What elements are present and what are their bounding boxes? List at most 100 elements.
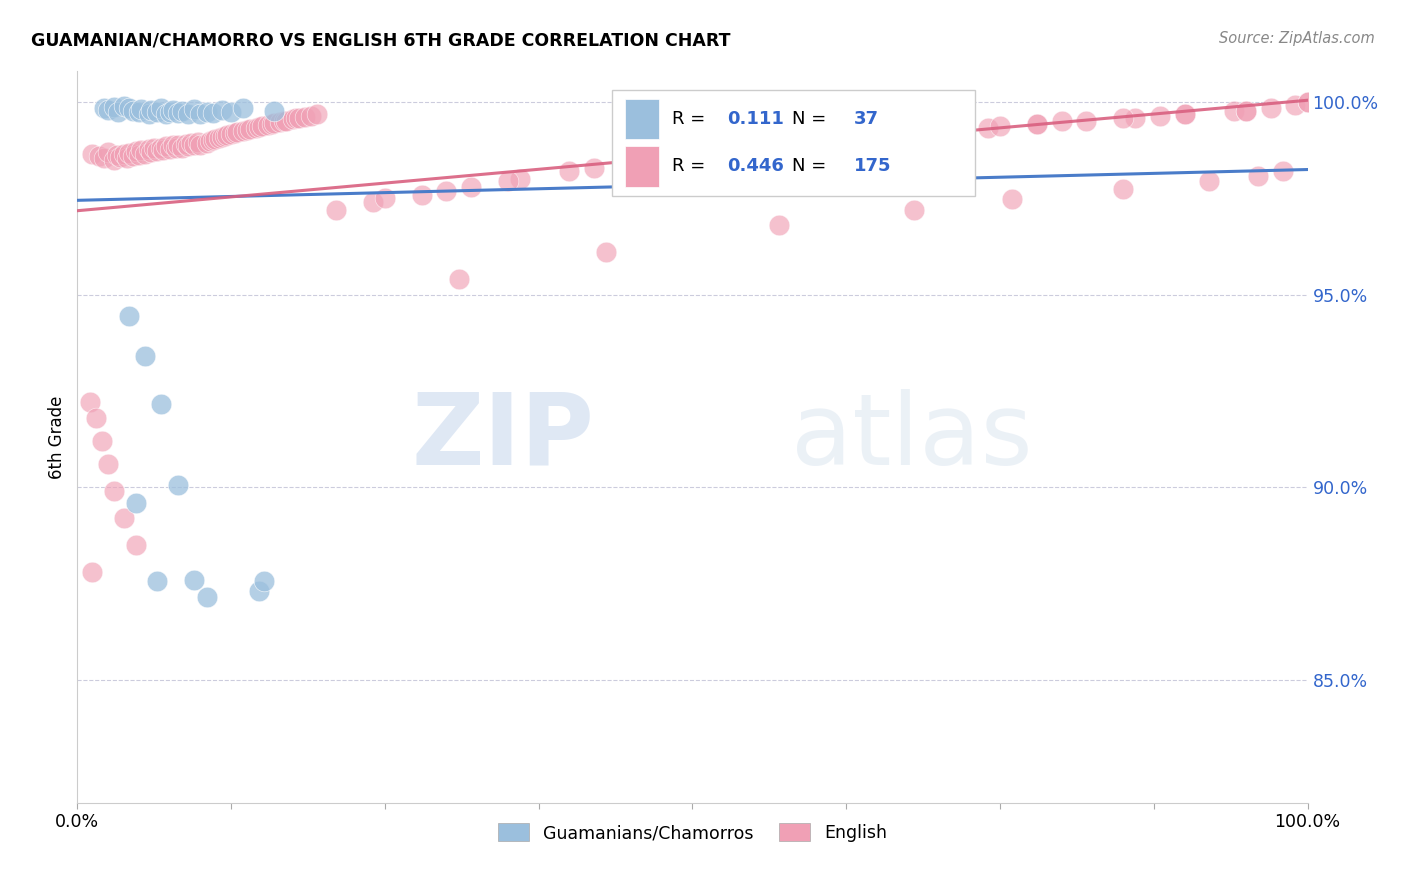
- Point: [288, 111, 311, 125]
- Point: [411, 187, 433, 202]
- Text: 0.111: 0.111: [727, 110, 783, 128]
- Point: [118, 145, 141, 160]
- Point: [79, 395, 101, 409]
- Point: [177, 106, 200, 120]
- Point: [952, 123, 974, 137]
- Text: ZIP: ZIP: [411, 389, 595, 485]
- Point: [276, 113, 298, 128]
- Point: [682, 150, 704, 164]
- Point: [183, 102, 205, 116]
- Point: [299, 109, 322, 123]
- Point: [879, 129, 901, 144]
- Point: [232, 124, 254, 138]
- Text: 175: 175: [853, 158, 891, 176]
- Bar: [624, 146, 659, 186]
- Point: [155, 107, 177, 121]
- Point: [768, 219, 790, 233]
- Point: [236, 123, 259, 137]
- Point: [97, 457, 120, 471]
- Point: [150, 140, 173, 154]
- Point: [180, 136, 202, 150]
- Point: [128, 148, 150, 162]
- Point: [159, 142, 181, 156]
- Point: [129, 102, 153, 116]
- Point: [307, 107, 329, 121]
- Point: [903, 202, 925, 217]
- Text: atlas: atlas: [792, 389, 1032, 485]
- Point: [253, 574, 276, 589]
- Point: [1076, 113, 1098, 128]
- Point: [269, 115, 291, 129]
- Point: [170, 103, 193, 118]
- Point: [174, 136, 197, 151]
- Point: [89, 149, 111, 163]
- Point: [988, 119, 1011, 133]
- Point: [804, 133, 827, 147]
- Point: [260, 118, 283, 132]
- Point: [755, 142, 778, 156]
- Point: [134, 147, 156, 161]
- Point: [201, 106, 224, 120]
- Point: [226, 125, 249, 139]
- Point: [118, 101, 141, 115]
- Point: [201, 133, 224, 147]
- Point: [188, 137, 212, 152]
- Text: Source: ZipAtlas.com: Source: ZipAtlas.com: [1219, 31, 1375, 46]
- Point: [146, 104, 169, 119]
- Text: R =: R =: [672, 110, 710, 128]
- Point: [217, 128, 239, 142]
- Point: [112, 147, 135, 161]
- Point: [195, 590, 218, 604]
- Point: [128, 104, 150, 119]
- Point: [285, 112, 308, 126]
- Point: [121, 103, 143, 118]
- Point: [558, 164, 581, 178]
- Point: [125, 538, 148, 552]
- Point: [460, 179, 482, 194]
- Point: [830, 134, 852, 148]
- Point: [141, 145, 163, 160]
- Point: [167, 137, 190, 152]
- Point: [103, 153, 125, 167]
- Point: [141, 103, 163, 117]
- FancyBboxPatch shape: [613, 90, 976, 195]
- Point: [129, 143, 153, 157]
- Point: [239, 122, 262, 136]
- Point: [82, 147, 104, 161]
- Point: [204, 132, 226, 146]
- Point: [509, 172, 531, 186]
- Point: [1001, 192, 1024, 206]
- Point: [103, 483, 125, 498]
- Point: [155, 139, 177, 153]
- Bar: [624, 99, 659, 139]
- Point: [1296, 95, 1319, 110]
- Point: [583, 161, 606, 176]
- Point: [496, 174, 519, 188]
- Point: [177, 139, 200, 153]
- Point: [97, 103, 120, 117]
- Text: 37: 37: [853, 110, 879, 128]
- Point: [167, 106, 190, 120]
- Point: [1260, 101, 1282, 115]
- Point: [866, 129, 889, 144]
- Text: R =: R =: [672, 158, 710, 176]
- Point: [1284, 98, 1306, 112]
- Point: [84, 410, 107, 425]
- Point: [1272, 164, 1295, 178]
- Point: [195, 104, 218, 119]
- Point: [263, 103, 285, 118]
- Point: [1026, 118, 1049, 132]
- Point: [1198, 174, 1220, 188]
- Point: [121, 149, 143, 163]
- Point: [257, 118, 280, 132]
- Point: [138, 142, 160, 156]
- Point: [682, 149, 704, 163]
- Point: [103, 100, 125, 114]
- Point: [780, 138, 803, 153]
- Point: [90, 434, 114, 448]
- Point: [245, 121, 267, 136]
- Legend: Guamanians/Chamorros, English: Guamanians/Chamorros, English: [491, 816, 894, 849]
- Point: [150, 397, 173, 411]
- Point: [118, 309, 141, 323]
- Point: [110, 150, 132, 164]
